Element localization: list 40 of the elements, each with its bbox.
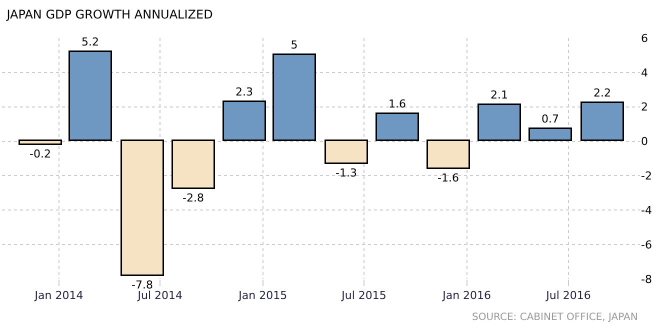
y-tick-label: -2 <box>641 170 652 183</box>
bar <box>324 140 368 164</box>
data-label: 2.3 <box>236 85 253 98</box>
data-label: -0.2 <box>30 147 51 160</box>
bar <box>272 54 316 141</box>
data-label: -7.8 <box>132 278 153 292</box>
x-tick-label: Jul 2015 <box>340 289 386 302</box>
data-label: -1.3 <box>336 166 357 180</box>
source-note: SOURCE: CABINET OFFICE, JAPAN <box>472 312 638 323</box>
y-tick-label: -4 <box>641 204 652 217</box>
bar <box>478 104 521 141</box>
data-label: 5.2 <box>82 35 99 48</box>
data-label: -2.8 <box>182 191 204 204</box>
chart-title: JAPAN GDP GROWTH ANNUALIZED <box>6 7 213 22</box>
x-tick-label: Jul 2016 <box>545 289 591 302</box>
y-tick-label: 0 <box>641 135 648 148</box>
bar <box>120 140 164 276</box>
y-tick-label: 4 <box>641 66 648 80</box>
bar <box>426 140 470 169</box>
data-label: 5 <box>290 38 298 52</box>
y-tick-label: -6 <box>641 238 652 252</box>
y-tick-label: 2 <box>641 100 648 114</box>
bar <box>528 128 572 141</box>
bar <box>580 102 624 141</box>
bar <box>172 140 215 189</box>
bar <box>222 100 266 141</box>
y-tick-label: 6 <box>641 32 648 45</box>
bar <box>68 50 112 141</box>
bar <box>376 112 419 141</box>
data-label: 2.1 <box>490 88 508 102</box>
x-tick-label: Jan 2014 <box>34 289 84 302</box>
data-label: 1.6 <box>388 97 406 110</box>
bar <box>18 140 62 145</box>
data-label: 2.2 <box>594 86 611 100</box>
x-tick-label: Jan 2015 <box>238 289 288 302</box>
x-tick-label: Jul 2014 <box>136 289 182 302</box>
data-label: 0.7 <box>542 112 559 126</box>
x-tick-label: Jan 2016 <box>442 289 492 302</box>
y-tick-label: -8 <box>641 272 652 286</box>
data-label: -1.6 <box>438 171 459 184</box>
